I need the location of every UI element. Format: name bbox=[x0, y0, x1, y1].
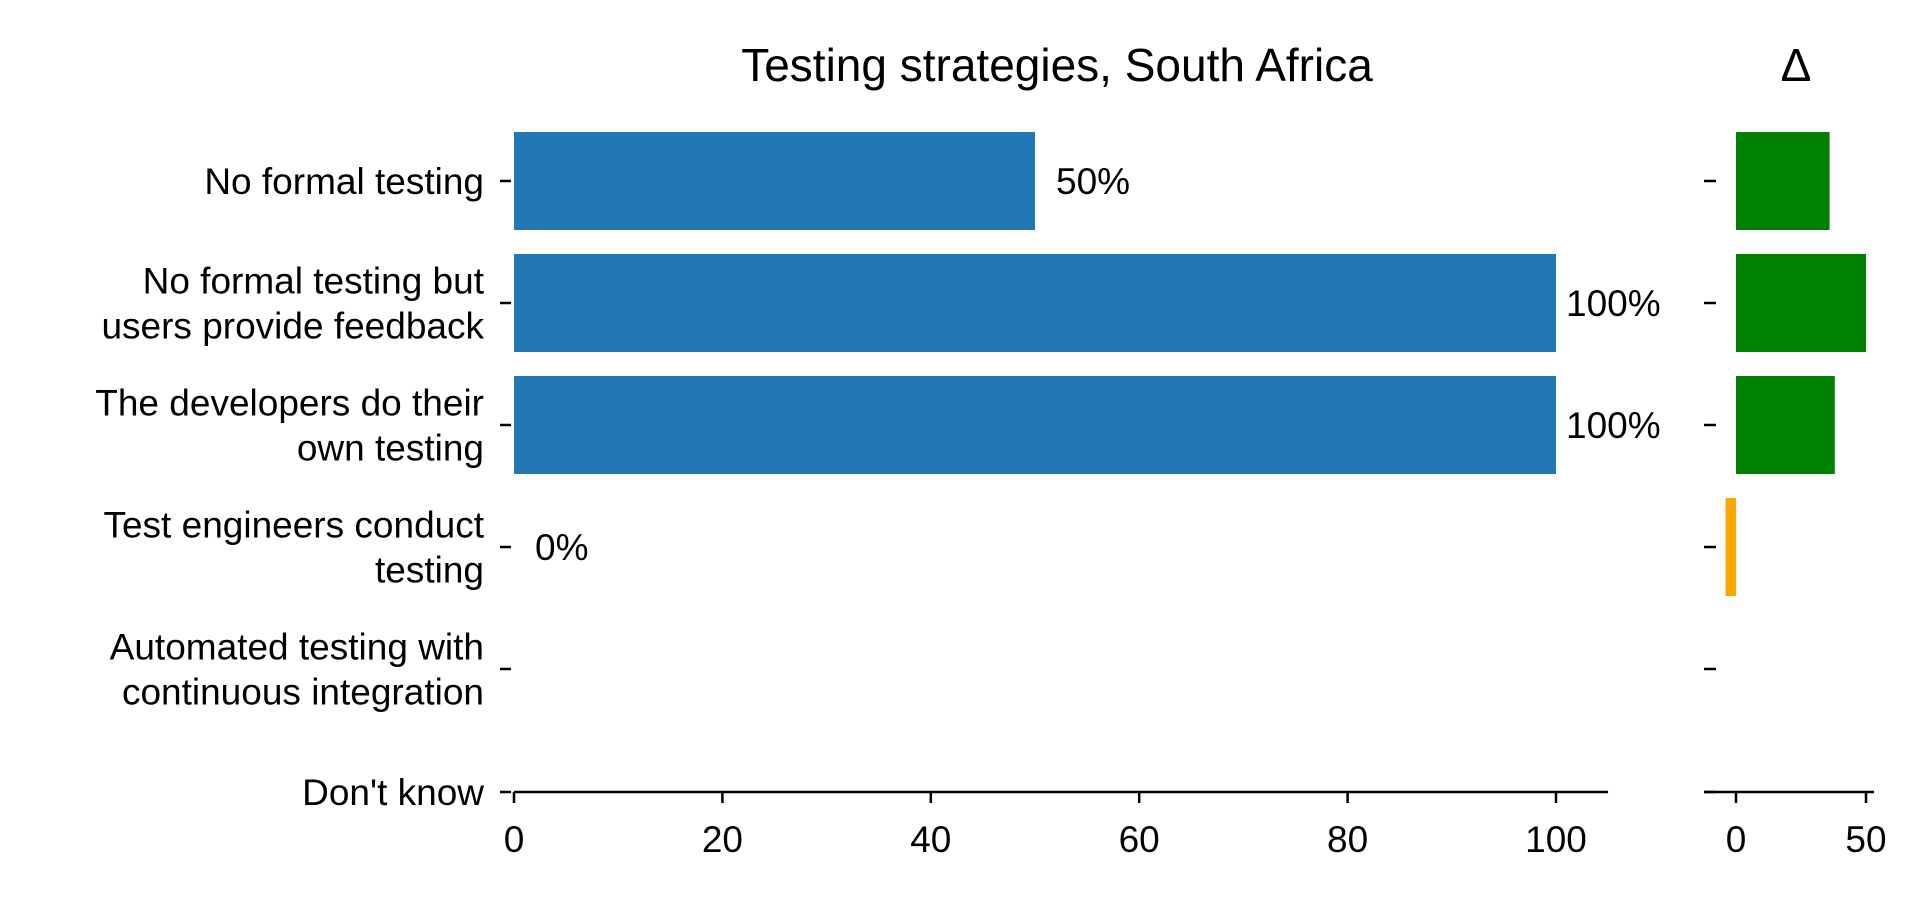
data-label: 100% bbox=[1566, 405, 1661, 446]
category-label: The developers do their bbox=[95, 383, 484, 424]
delta-panel: 0 50 bbox=[1704, 132, 1887, 860]
category-label: No formal testing bbox=[204, 161, 484, 202]
delta-xtick-label: 50 bbox=[1845, 819, 1886, 860]
delta-bar bbox=[1736, 132, 1830, 230]
category-label: No formal testing but bbox=[143, 261, 485, 302]
category-label: Test engineers conduct bbox=[103, 505, 484, 546]
main-bar bbox=[514, 376, 1556, 474]
main-xtick-label: 60 bbox=[1119, 819, 1160, 860]
main-xtick-label: 100 bbox=[1525, 819, 1587, 860]
data-label: 50% bbox=[1056, 161, 1130, 202]
delta-xtick-label: 0 bbox=[1726, 819, 1747, 860]
main-bar bbox=[514, 254, 1556, 352]
category-label: Don't know bbox=[302, 772, 484, 813]
category-label: Automated testing with bbox=[110, 627, 484, 668]
main-chart-title: Testing strategies, South Africa bbox=[741, 39, 1373, 91]
delta-bar bbox=[1725, 498, 1736, 596]
category-label: users provide feedback bbox=[101, 306, 484, 347]
category-label: continuous integration bbox=[122, 672, 484, 713]
category-label: testing bbox=[375, 550, 484, 591]
delta-bar bbox=[1736, 376, 1835, 474]
main-xtick-label: 0 bbox=[504, 819, 525, 860]
main-xtick-label: 40 bbox=[910, 819, 951, 860]
main-panel: No formal testing 50% No formal testing bu… bbox=[95, 132, 1661, 860]
data-label: 100% bbox=[1566, 283, 1661, 324]
delta-chart-title: Δ bbox=[1781, 39, 1812, 91]
data-label: 0% bbox=[535, 527, 588, 568]
category-label: own testing bbox=[297, 428, 484, 469]
main-bar bbox=[514, 132, 1035, 230]
main-xtick-label: 80 bbox=[1327, 819, 1368, 860]
main-xtick-label: 20 bbox=[702, 819, 743, 860]
delta-bar bbox=[1736, 254, 1866, 352]
